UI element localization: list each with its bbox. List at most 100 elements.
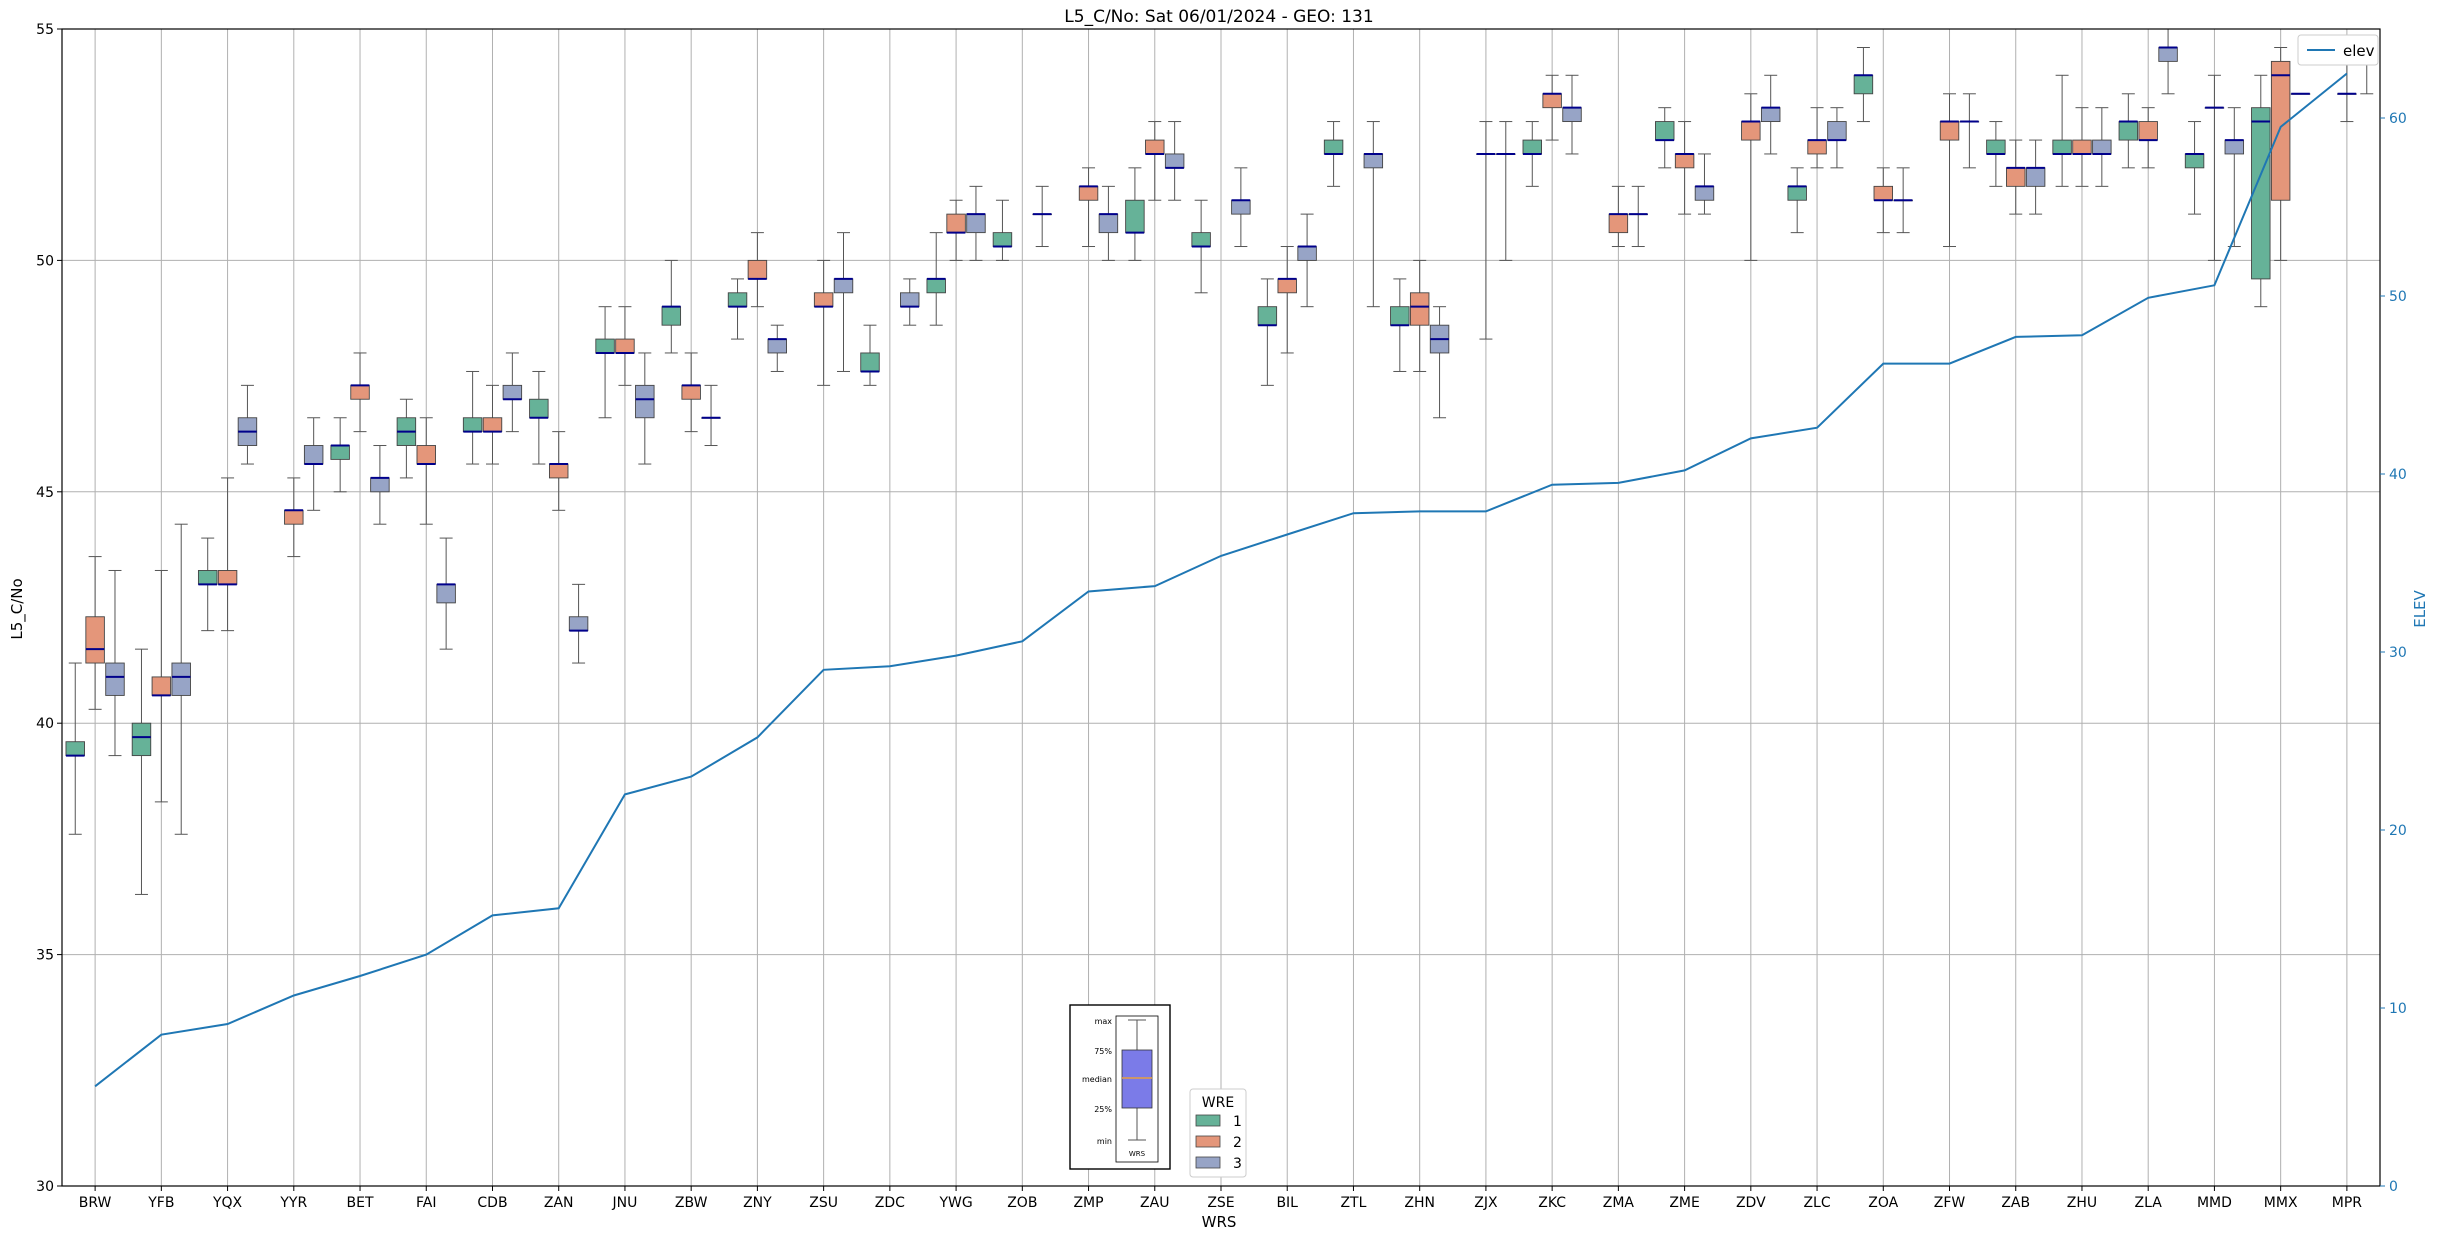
box-iqr [105,662,125,696]
box-wre2-zbw [681,352,701,433]
x-tick-label: ZDC [875,1195,905,1211]
box-wre2-jnu [615,306,635,386]
box-iqr [1674,153,1695,169]
y2-tick-label: 40 [2389,467,2407,483]
box-wre2-zlc [1807,107,1827,169]
box-wre2-zfw [1939,93,1960,248]
box-wre2-brw [85,556,105,710]
x-tick-label: YWG [938,1195,972,1211]
box-wre2-zhu [2072,107,2092,187]
wre-swatch-1 [1195,1114,1221,1127]
box-iqr [151,676,172,696]
box-iqr [1145,139,1165,155]
box-wre3-cdb [502,352,523,433]
box-iqr [197,570,218,585]
box-iqr [1231,199,1251,215]
x-tick-label: ZBW [675,1195,708,1211]
box-iqr [2025,167,2046,187]
box-wre2-yqx [217,477,238,632]
x-tick-label: ZFW [1934,1195,1966,1211]
y-tick-label: 50 [36,253,54,269]
box-series [65,28,2377,895]
box-iqr [1164,153,1185,169]
box-explainer-inset: max 75% median 25% min WRS [1069,1004,1171,1170]
box-iqr [370,477,390,493]
box-iqr [1409,292,1430,326]
x-tick-label: MPR [2332,1195,2363,1211]
inset-xlabel: WRS [1129,1150,1146,1158]
elev-legend-label: elev [2343,42,2375,60]
y2-axis-label: ELEV [2411,589,2429,627]
box-wre1-zny [727,278,748,340]
box-wre3-zab [2025,139,2046,215]
box-iqr [635,384,655,419]
box-wre2-yyr [284,477,304,558]
elev-line-layer [94,72,2348,1088]
box-wre2-zme [1674,121,1695,215]
box-wre1-zme [1655,107,1675,169]
box-iqr [171,662,191,696]
x-tick-label: YFB [147,1195,174,1211]
box-wre3-bet [370,445,390,525]
box-iqr [217,570,238,585]
x-tick-label: ZJX [1474,1195,1498,1211]
box-wre2-zab [2006,139,2026,215]
box-wre1-zhu [2052,74,2072,187]
box-iqr [1741,121,1761,141]
box-iqr [900,292,920,308]
box-iqr [2270,60,2291,201]
box-wre2-mpr [2337,60,2357,123]
y-tick-label: 55 [36,22,54,38]
x-tick-label: ZLC [1803,1195,1830,1211]
box-iqr [1760,107,1781,123]
box-wre3-zme [1694,153,1715,215]
box-wre1-zlc [1787,167,1807,234]
box-wre3-zlc [1827,107,1847,169]
box-wre1-brw [65,662,85,835]
box-wre3-zjx [1496,121,1516,261]
box-wre3-zhu [2092,107,2112,187]
x-tick-label: ZSE [1207,1195,1234,1211]
x-tick-label: ZAB [2001,1195,2030,1211]
box-wre2-zny [747,232,768,308]
box-iqr [548,463,569,479]
x-axis-label: WRS [1202,1213,1237,1231]
x-tick-label: ZSU [809,1195,838,1211]
box-wre2-zma [1608,185,1629,248]
box-wre3-bil [1297,213,1317,308]
wre-legend-1: 1 [1233,1114,1242,1130]
box-wre1-zla [2118,93,2139,169]
box-iqr [966,213,986,234]
box-wre3-zhn [1429,306,1450,419]
x-tick-label: ZTL [1340,1195,1366,1211]
x-tick-label: MMX [2264,1195,2298,1211]
box-iqr [1853,74,1874,95]
box-iqr [727,292,748,308]
box-wre1-zdc [860,324,880,386]
box-iqr [416,445,436,465]
box-iqr [2224,139,2245,155]
box-iqr [529,398,549,419]
box-iqr [2006,167,2026,187]
box-iqr [1522,139,1542,155]
box-iqr [747,259,768,280]
wre-legend-3: 3 [1233,1156,1242,1172]
box-wre1-zan [529,370,549,465]
box-iqr [1873,185,1894,201]
box-iqr [1608,213,1629,234]
box-iqr [860,352,880,372]
box-wre2-zhn [1409,259,1430,372]
box-iqr [284,509,304,525]
box-iqr [1098,213,1119,234]
box-wre1-mmx [2251,74,2271,308]
box-wre3-zmp [1098,185,1119,261]
box-wre1-ywg [926,232,946,326]
box-iqr [2251,107,2271,280]
box-wre1-yfb [131,648,152,895]
box-wre3-fai [436,537,456,650]
box-iqr [330,445,350,460]
box-iqr [595,338,615,354]
box-iqr [946,213,966,234]
y2-tick-label: 20 [2389,823,2407,839]
box-iqr [1827,121,1847,141]
